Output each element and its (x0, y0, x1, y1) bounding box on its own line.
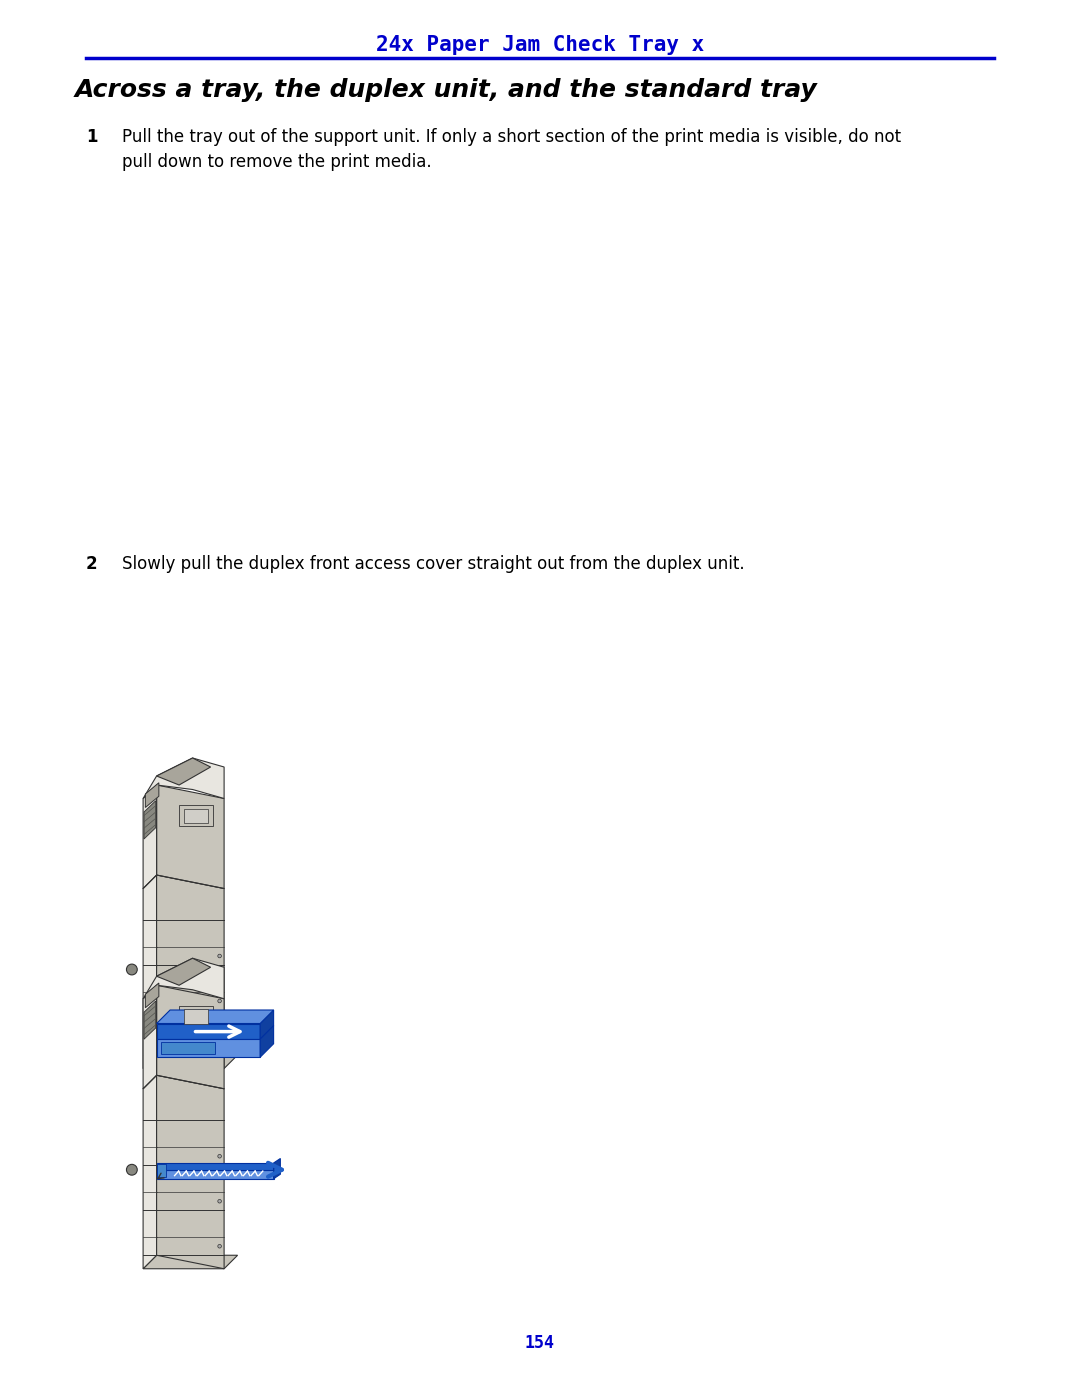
Polygon shape (143, 785, 157, 888)
Polygon shape (144, 1002, 156, 1039)
Polygon shape (146, 782, 159, 807)
Polygon shape (157, 759, 211, 785)
Polygon shape (157, 958, 211, 985)
Polygon shape (179, 805, 213, 826)
Polygon shape (143, 875, 157, 1069)
Text: 24x Paper Jam Check Tray x: 24x Paper Jam Check Tray x (376, 35, 704, 54)
Polygon shape (143, 759, 225, 799)
Polygon shape (157, 985, 225, 1088)
Text: Pull the tray out of the support unit. If only a short section of the print medi: Pull the tray out of the support unit. I… (122, 129, 901, 170)
Polygon shape (157, 1169, 273, 1179)
Polygon shape (157, 875, 225, 1069)
Polygon shape (157, 785, 225, 888)
Polygon shape (184, 809, 208, 823)
Polygon shape (157, 1010, 273, 1024)
Polygon shape (157, 1076, 225, 1268)
Polygon shape (143, 985, 157, 1088)
Circle shape (126, 964, 137, 975)
Text: Across a tray, the duplex unit, and the standard tray: Across a tray, the duplex unit, and the … (75, 78, 818, 102)
Polygon shape (179, 1006, 213, 1025)
Polygon shape (157, 1164, 165, 1176)
Polygon shape (143, 1055, 238, 1069)
Circle shape (218, 1044, 221, 1048)
Polygon shape (143, 1076, 157, 1268)
Polygon shape (157, 1162, 273, 1169)
Circle shape (218, 999, 221, 1003)
Polygon shape (143, 1256, 238, 1268)
Polygon shape (157, 1039, 260, 1058)
Polygon shape (157, 1024, 260, 1039)
Circle shape (126, 1164, 137, 1175)
Polygon shape (260, 1010, 273, 1039)
Circle shape (218, 1200, 221, 1203)
Polygon shape (260, 1025, 273, 1058)
Circle shape (218, 954, 221, 958)
Text: 154: 154 (525, 1334, 555, 1352)
Polygon shape (161, 1042, 215, 1055)
Polygon shape (146, 983, 159, 1007)
Circle shape (218, 1154, 221, 1158)
Text: 2: 2 (86, 555, 97, 573)
Polygon shape (143, 958, 225, 999)
Polygon shape (184, 1009, 208, 1024)
Text: 1: 1 (86, 129, 97, 147)
Circle shape (218, 1245, 221, 1248)
Polygon shape (144, 800, 156, 840)
Text: Slowly pull the duplex front access cover straight out from the duplex unit.: Slowly pull the duplex front access cove… (122, 555, 744, 573)
Polygon shape (273, 1158, 281, 1179)
